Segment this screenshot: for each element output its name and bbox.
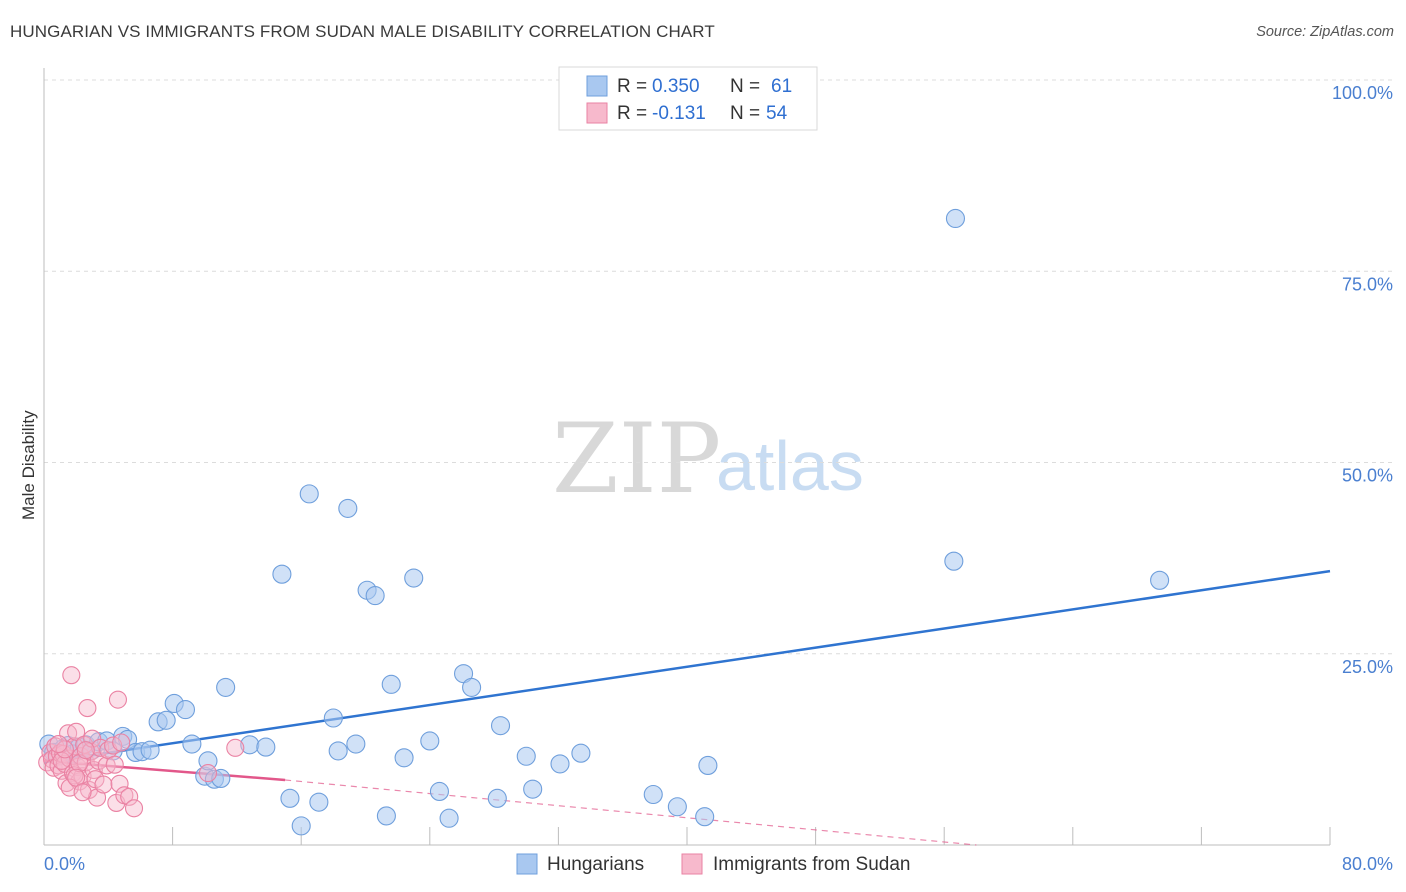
hungarian-point-50 — [490, 716, 511, 736]
hungarian-point-29 — [272, 564, 292, 584]
gridlines — [44, 79, 1392, 655]
sudan-point-20 — [71, 747, 91, 766]
hungarian-point-37 — [346, 734, 366, 754]
hungarian-point-33 — [309, 792, 329, 812]
hungarian-point-39 — [365, 586, 385, 606]
sudan-point-53 — [124, 799, 144, 818]
sudan-point-55 — [226, 738, 245, 757]
sudan-point-43 — [49, 734, 68, 754]
hungarian-point-27 — [216, 677, 236, 697]
sudan-point-54 — [198, 764, 218, 783]
hungarian-point-31 — [291, 816, 311, 836]
sudan-point-52 — [120, 787, 139, 806]
chart-title: HUNGARIAN VS IMMIGRANTS FROM SUDAN MALE … — [10, 22, 715, 41]
sudan-point-16 — [65, 737, 84, 756]
hungarian-point-60 — [944, 551, 964, 571]
legend-swatch-hungarians — [586, 75, 608, 97]
bottom-legend-swatch-sudan — [681, 853, 703, 875]
y-tick-label-100: 100.0% — [1332, 83, 1393, 103]
legend-r-value-hungarians: 0.350 — [652, 76, 700, 97]
hungarian-point-46 — [439, 808, 459, 828]
sudan-point-17 — [67, 722, 86, 741]
sudan-point-50 — [110, 774, 129, 793]
sudan-point-38 — [112, 733, 131, 752]
hungarian-point-40 — [376, 806, 396, 826]
hungarian-point-41 — [381, 674, 401, 694]
hungarian-point-18 — [156, 710, 176, 730]
hungarian-point-61 — [1150, 570, 1170, 590]
y-axis-label: Male Disability — [19, 410, 38, 520]
legend-swatch-sudan — [586, 102, 608, 124]
hungarian-point-34 — [323, 708, 343, 728]
hungarian-point-49 — [487, 788, 507, 808]
sudan-point-47 — [73, 783, 92, 802]
trend-line-hungarians — [43, 569, 1331, 764]
series-legend: Hungarians Immigrants from Sudan — [516, 853, 910, 875]
bottom-legend-label-hungarians: Hungarians — [547, 854, 644, 875]
legend-n-value-hungarians: 61 — [771, 76, 792, 97]
hungarian-point-48 — [462, 677, 482, 697]
sudan-point-24 — [78, 699, 97, 718]
hungarian-point-56 — [667, 797, 687, 817]
stats-legend: R = 0.350 N = 61 R = -0.131 N = 54 — [558, 66, 818, 131]
legend-n-label-hungarians: N = — [730, 76, 760, 97]
hungarian-point-55 — [643, 784, 663, 805]
hungarian-point-28 — [256, 737, 276, 757]
hungarian-point-52 — [523, 779, 543, 799]
sudan-point-48 — [76, 741, 95, 760]
watermark-zip: ZIP — [552, 403, 721, 515]
x-tick-label-0: 0.0% — [44, 854, 85, 874]
hungarian-point-32 — [299, 484, 319, 504]
sudan-point-37 — [108, 690, 127, 709]
data-points — [38, 208, 1170, 836]
x-tick-label-80: 80.0% — [1342, 854, 1393, 874]
hungarian-point-44 — [420, 731, 440, 751]
bottom-legend-label-sudan: Immigrants from Sudan — [713, 854, 910, 875]
hungarian-point-20 — [175, 700, 196, 720]
hungarian-point-30 — [280, 788, 300, 808]
y-tick-label-50: 50.0% — [1342, 466, 1393, 486]
hungarian-point-16 — [140, 740, 160, 760]
hungarian-point-36 — [338, 498, 358, 518]
legend-n-value-sudan: 54 — [766, 103, 788, 124]
sudan-point-14 — [62, 666, 81, 685]
sudan-point-45 — [105, 755, 124, 774]
hungarian-point-57 — [695, 807, 715, 827]
hungarian-point-43 — [404, 568, 424, 588]
trend-lines — [43, 569, 1331, 846]
hungarian-point-53 — [550, 754, 570, 774]
y-tick-label-75: 75.0% — [1342, 274, 1393, 294]
y-tick-label-25: 25.0% — [1342, 657, 1393, 677]
legend-r-label-sudan: R = — [617, 103, 647, 124]
hungarian-point-51 — [516, 746, 536, 766]
hungarian-point-45 — [429, 781, 449, 802]
hungarian-point-59 — [945, 208, 966, 229]
legend-r-label-hungarians: R = — [617, 76, 647, 97]
source-credit: Source: ZipAtlas.com — [1256, 24, 1394, 40]
legend-n-label-sudan: N = — [730, 103, 760, 124]
watermark-atlas: atlas — [716, 427, 864, 505]
hungarian-point-54 — [571, 743, 591, 763]
sudan-point-33 — [94, 775, 113, 794]
hungarian-point-21 — [182, 734, 202, 754]
bottom-legend-swatch-hungarians — [516, 853, 538, 875]
legend-r-value-sudan: -0.131 — [652, 103, 706, 124]
trend-line-extension-sudan — [285, 779, 977, 846]
hungarian-point-35 — [328, 741, 348, 761]
axes: 25.0% 50.0% 75.0% 100.0% 0.0% 80.0% — [43, 68, 1393, 874]
hungarian-point-58 — [698, 755, 718, 775]
hungarian-point-42 — [394, 748, 414, 768]
